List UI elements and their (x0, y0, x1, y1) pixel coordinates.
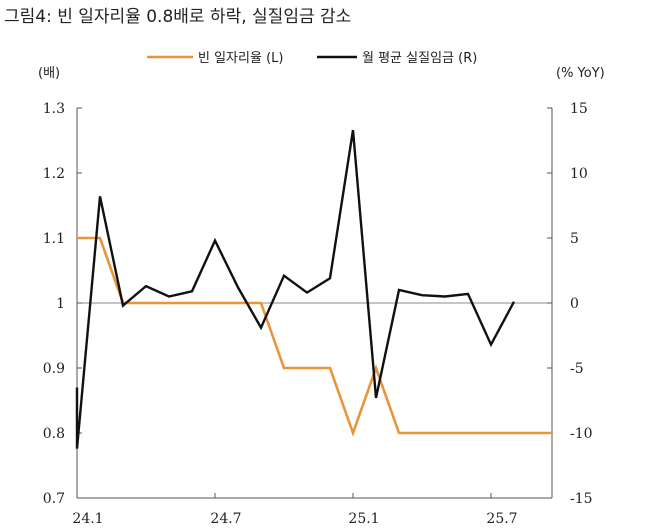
right-tick-label: -15 (570, 491, 593, 507)
right-tick-label: 5 (570, 231, 579, 247)
x-tick-label: 24.7 (210, 511, 241, 527)
left-axis-unit: (배) (38, 66, 60, 81)
left-tick-label: 0.9 (43, 361, 65, 377)
x-tick-label: 25.1 (348, 511, 379, 527)
left-tick-label: 1 (56, 296, 65, 312)
left-tick-label: 0.8 (43, 426, 65, 442)
x-tick-label: 25.7 (486, 511, 517, 527)
x-tick-label: 24.1 (72, 511, 103, 527)
axes: 1.3 1.2 1.1 1 0.9 0.8 0.7 15 10 5 0 -5 -10 -15 (배) (% Y… (38, 66, 605, 527)
right-tick-label: 10 (570, 166, 588, 182)
series-line-1 (75, 129, 516, 449)
series-line-0 (77, 236, 552, 437)
legend: 빈 일자리율 (L) 월 평균 실질임금 (R) (147, 51, 477, 66)
series-layer (75, 129, 553, 449)
right-tick-label: 0 (570, 296, 579, 312)
legend-label-1: 월 평균 실질임금 (R) (362, 51, 477, 66)
right-tick-label: -10 (570, 426, 593, 442)
left-tick-label: 1.1 (43, 231, 65, 247)
left-tick-label: 1.3 (43, 101, 65, 117)
right-axis-unit: (% YoY) (556, 66, 605, 81)
right-tick-label: -5 (570, 361, 584, 377)
chart-title: 그림4: 빈 일자리율 0.8배로 하락, 실질임금 감소 (4, 7, 352, 27)
left-tick-label: 1.2 (43, 166, 65, 182)
left-tick-label: 0.7 (43, 491, 65, 507)
right-tick-label: 15 (570, 101, 588, 117)
legend-label-0: 빈 일자리율 (L) (198, 51, 283, 66)
